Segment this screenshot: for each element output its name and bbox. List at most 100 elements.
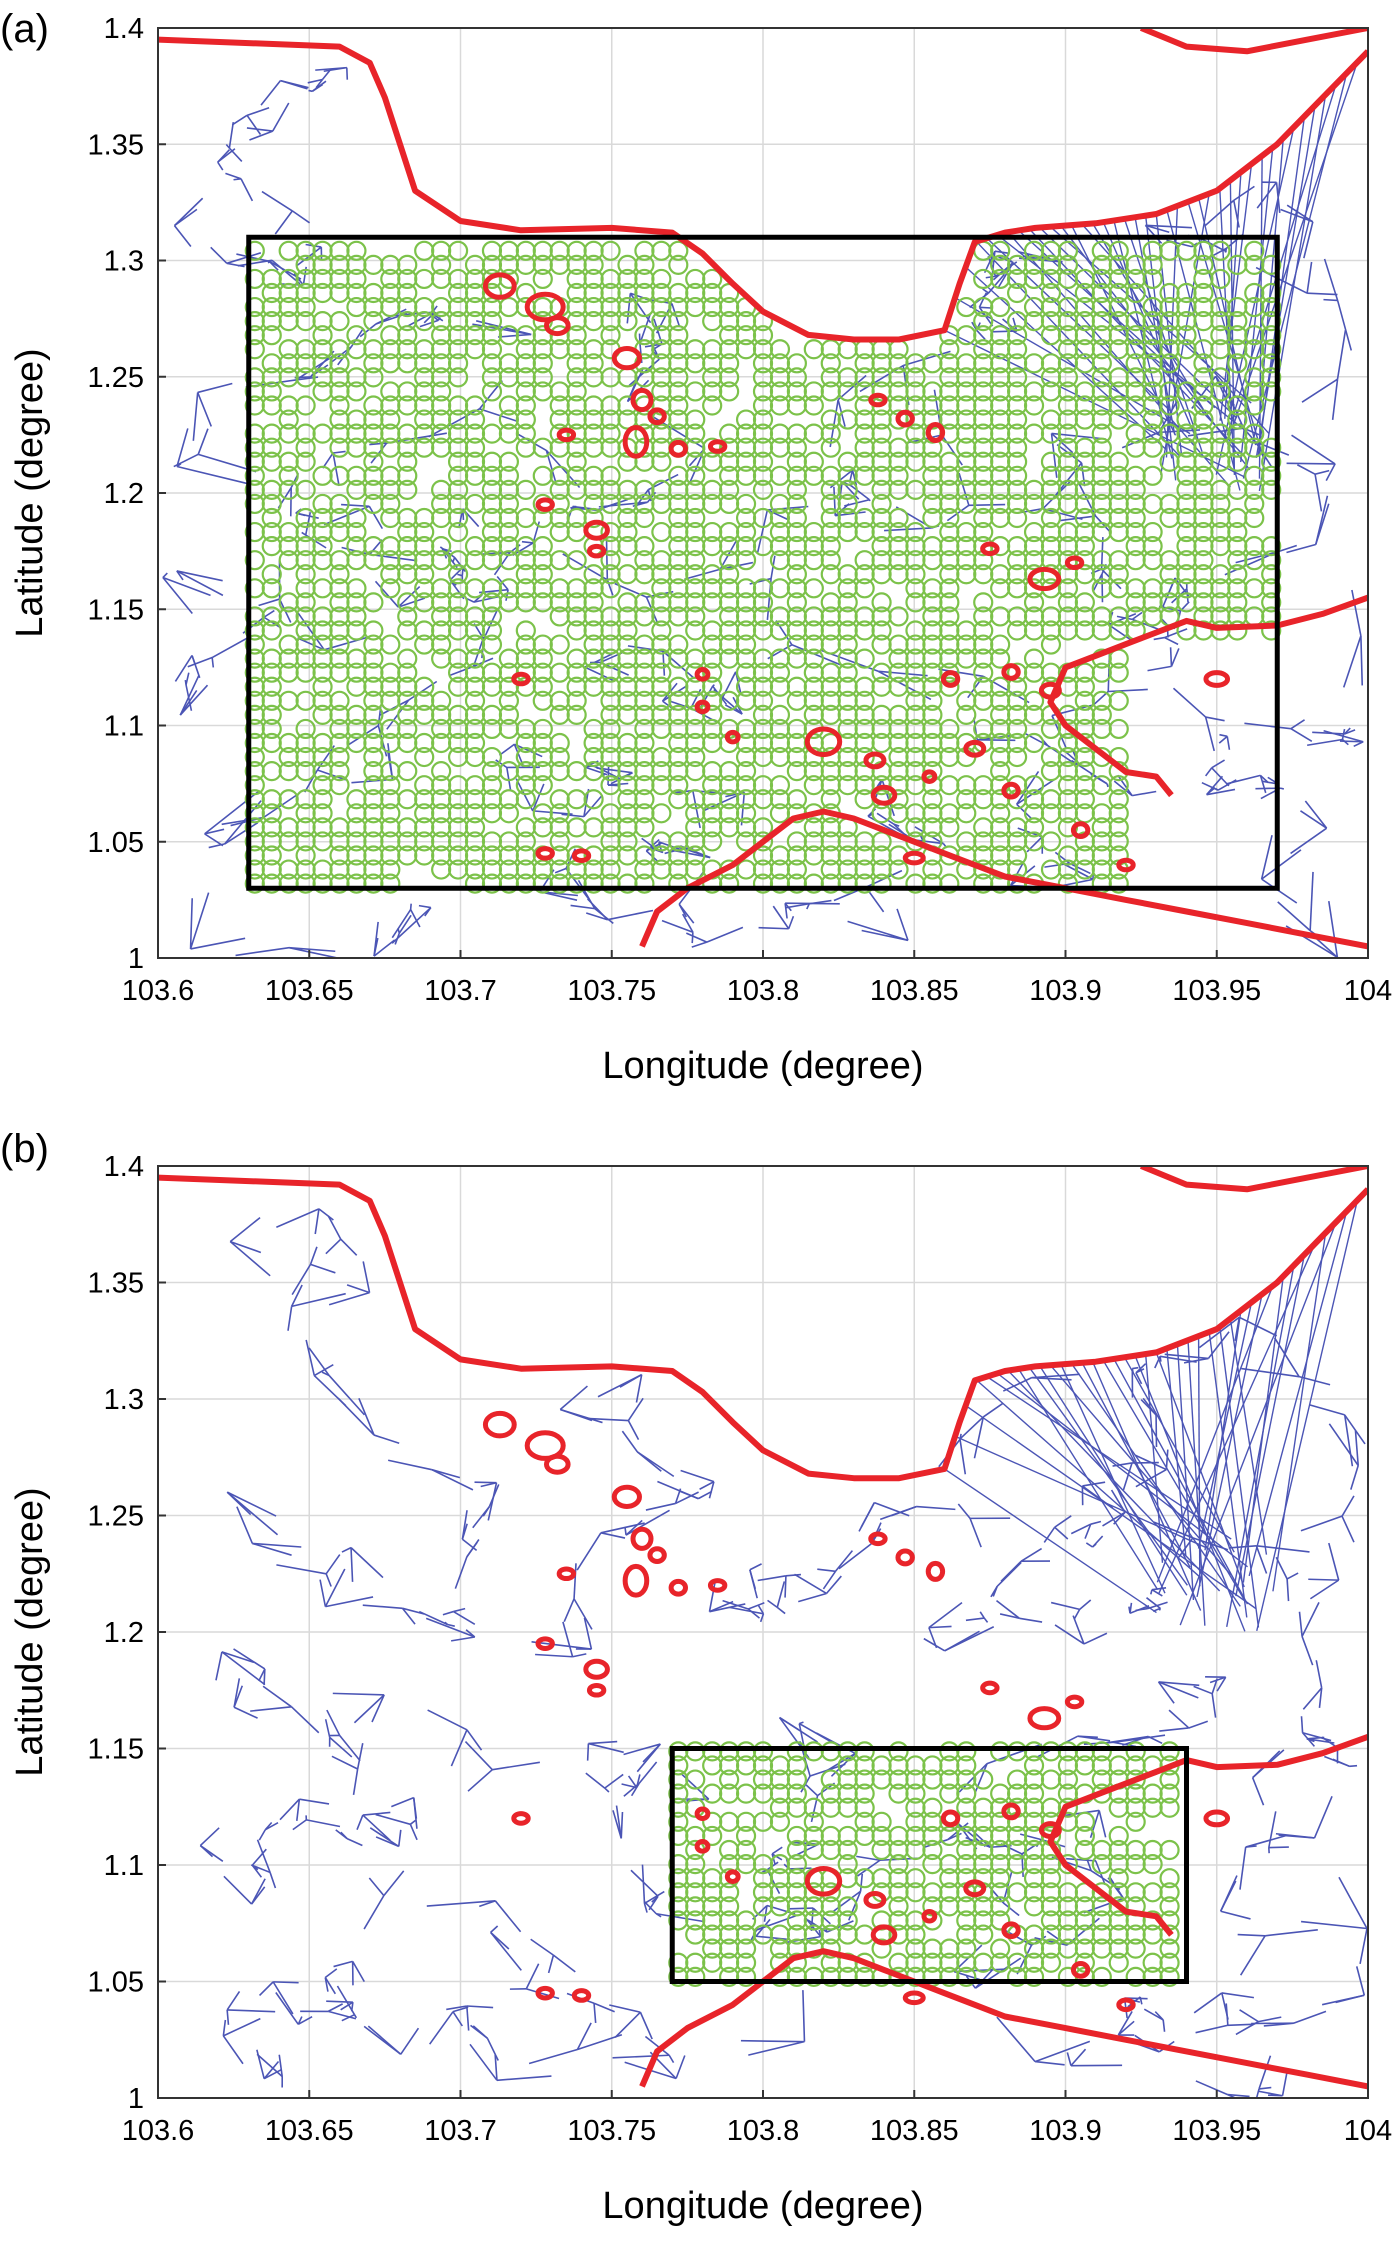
mesh-edge [612,2054,670,2059]
x-tick-label: 103.6 [122,2115,195,2147]
node-circle [261,761,282,782]
mesh-edge [306,1819,341,1828]
node-circle [752,831,774,852]
node-circle [600,859,621,880]
mesh-edge [228,122,235,149]
mesh-edge [229,1240,262,1254]
mesh-edge [959,1416,984,1440]
y-tick-label: 1.4 [104,13,144,45]
node-circle [278,465,299,486]
node-circle [651,620,672,641]
node-circle [312,493,333,515]
mesh-edge [236,253,270,263]
node-circle [261,353,282,374]
node-circle [1125,282,1146,304]
island-outline [511,671,531,687]
mesh-edge [1309,1579,1340,1600]
node-circle [685,423,706,444]
mesh-edge [997,262,1014,288]
mesh-edge [1151,1588,1163,1597]
mesh-edge [187,656,213,668]
mesh-edge [1286,462,1336,465]
node-circle [1057,254,1079,275]
node-circle [583,507,604,529]
node-circle [549,690,570,711]
node-circle [990,1938,1011,1959]
mesh-edge [851,485,870,501]
node-circle [786,1769,807,1790]
node-circle [973,1769,994,1790]
node-circle [583,718,604,740]
mesh-edge [1193,1992,1223,2014]
node-circle [769,578,791,599]
node-circle [1159,1938,1180,1959]
island-outline [1027,566,1062,592]
mesh-edge [1079,1599,1092,1611]
node-circle [685,465,706,486]
island-outline [535,497,555,512]
node-circle [600,268,621,290]
mesh-edge [419,319,439,328]
mesh-edge [1302,1687,1323,1710]
y-tick-labels-a: 11.051.11.151.21.251.31.351.4 [88,13,166,975]
node-circle [1074,1825,1095,1847]
island-outline [902,1990,926,2006]
island-outline [1064,555,1085,571]
node-circle [329,746,350,768]
node-circle [719,479,740,500]
mesh-edge [319,1579,327,1607]
mesh-edge [573,1598,593,1630]
node-circle [685,1966,706,1987]
node-circle [261,507,282,529]
node-circle [803,423,824,444]
mesh-edge [1290,728,1313,743]
node-circle [431,761,452,782]
mesh-edge [674,1488,682,1504]
mesh-edge [1153,636,1165,641]
mesh-edge [1301,1602,1320,1637]
mesh-edge [1083,1632,1108,1645]
mesh-edge [1290,827,1328,855]
node-circle [939,676,960,697]
mesh-edge [973,1416,985,1459]
node-circle [498,521,519,543]
node-circle [668,1783,689,1804]
node-circle [464,409,486,430]
node-circle [1091,437,1112,458]
domain-box-a [246,234,1280,891]
node-circle [752,479,774,500]
node-circle [617,311,638,332]
node-circle [1006,536,1028,557]
node-circle [702,662,723,683]
mesh-edge [333,1960,353,1968]
mesh-edge [562,553,608,581]
node-circle [261,620,282,641]
node-circle [278,634,299,655]
node-circle [380,409,401,430]
mesh-edge [353,1694,385,1724]
mesh-edge [1217,779,1237,791]
mesh-fan-edge [1197,1336,1201,1587]
mesh-edge [641,1864,646,1904]
mesh-edge [1307,292,1338,296]
node-circle [1108,775,1129,796]
mesh-edge [387,1459,433,1471]
island-outline [694,1806,711,1822]
node-circle [295,845,316,866]
node-circle [295,339,316,360]
mesh-edge [1244,722,1292,730]
mesh-edge [1218,735,1228,744]
mesh-edge [661,919,694,934]
mesh-edge [1351,589,1362,636]
mesh-edge [297,2016,303,2025]
mesh-edge [958,472,970,506]
node-circle [1142,268,1163,290]
node-circle [532,353,553,374]
mesh-edge [369,553,417,562]
y-tick-label: 1.35 [88,1268,144,1300]
node-circle [752,1741,774,1762]
node-circle [786,592,807,613]
node-circle [786,718,807,740]
node-circle [583,254,604,275]
node-circle [346,789,367,810]
